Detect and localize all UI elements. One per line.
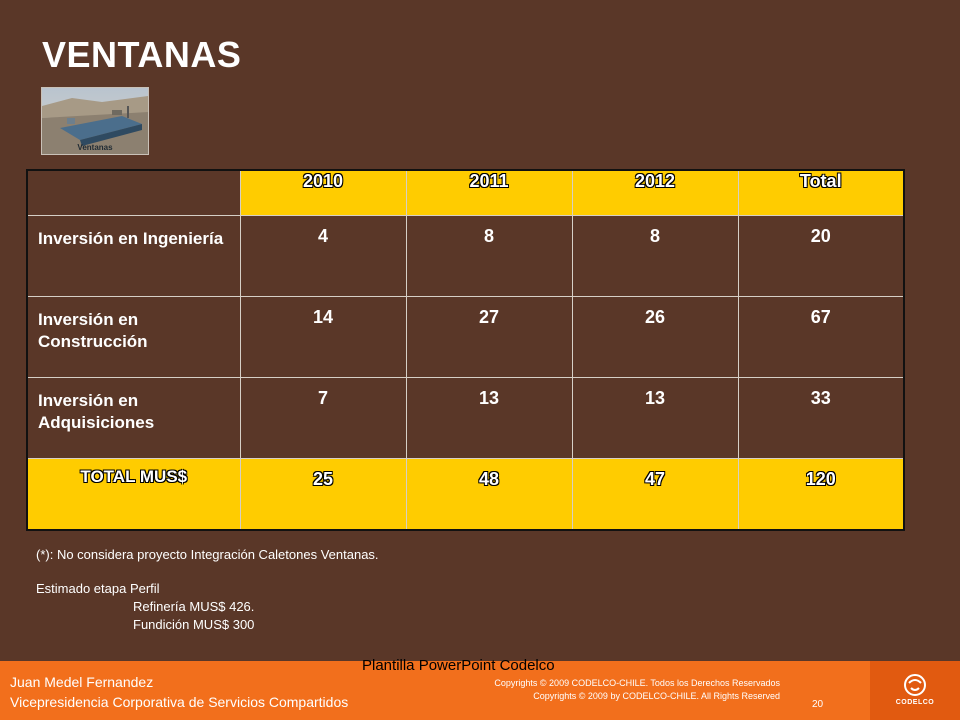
table-row: Inversión en Adquisiciones 7 13 13 33 xyxy=(26,376,905,459)
codelco-logo-icon xyxy=(904,674,926,696)
estimate-refineria: Refinería MUS$ 426. xyxy=(133,599,255,614)
copyright-spanish: Copyrights © 2009 CODELCO-CHILE. Todos l… xyxy=(494,678,780,688)
notes-block: (*): No considera proyecto Integración C… xyxy=(36,546,379,634)
header-2012: 2012 xyxy=(571,169,739,216)
cell-value: 8 xyxy=(405,214,573,297)
header-2011: 2011 xyxy=(405,169,573,216)
table-total-row: TOTAL MUS$ 25 48 47 120 xyxy=(26,457,905,531)
photo-caption: Ventanas xyxy=(77,143,113,152)
author-name: Juan Medel Fernandez xyxy=(10,674,154,690)
estimate-title: Estimado etapa Perfil xyxy=(36,581,160,596)
row-label-adquisiciones: Inversión en Adquisiciones xyxy=(26,376,241,459)
footnote: (*): No considera proyecto Integración C… xyxy=(36,547,379,562)
cell-value: 13 xyxy=(571,376,739,459)
cell-value: 33 xyxy=(737,376,905,459)
total-value: 48 xyxy=(405,457,573,531)
investment-table: 2010 2011 2012 Total Inversión en Ingeni… xyxy=(26,169,905,531)
slide-title: VENTANAS xyxy=(42,34,242,75)
total-label: TOTAL MUS$ xyxy=(26,457,241,531)
header-2010: 2010 xyxy=(239,169,407,216)
copyright-english: Copyrights © 2009 by CODELCO-CHILE. All … xyxy=(533,691,780,701)
row-label-construccion: Inversión en Construcción xyxy=(26,295,241,378)
header-total: Total xyxy=(737,169,905,216)
cell-value: 8 xyxy=(571,214,739,297)
cell-value: 7 xyxy=(239,376,407,459)
cell-value: 4 xyxy=(239,214,407,297)
row-label-ingenieria: Inversión en Ingeniería xyxy=(26,214,241,297)
table-header-row: 2010 2011 2012 Total xyxy=(26,169,905,216)
cell-value: 67 xyxy=(737,295,905,378)
logo-text: CODELCO xyxy=(895,699,935,706)
template-name: Plantilla PowerPoint Codelco xyxy=(362,657,555,674)
footer-bar: Plantilla PowerPoint Codelco Juan Medel … xyxy=(0,657,960,720)
total-value: 120 xyxy=(737,457,905,531)
table-row: Inversión en Construcción 14 27 26 67 xyxy=(26,295,905,378)
table-row: Inversión en Ingeniería 4 8 8 20 xyxy=(26,214,905,297)
cell-value: 13 xyxy=(405,376,573,459)
estimate-fundicion: Fundición MUS$ 300 xyxy=(133,617,255,632)
department-name: Vicepresidencia Corporativa de Servicios… xyxy=(10,694,349,710)
total-value: 25 xyxy=(239,457,407,531)
copyright-block: Copyrights © 2009 CODELCO-CHILE. Todos l… xyxy=(494,677,780,703)
codelco-logo: CODELCO xyxy=(870,661,960,720)
cell-value: 20 xyxy=(737,214,905,297)
ventanas-photo: Ventanas xyxy=(41,87,149,155)
header-corner-cell xyxy=(26,169,241,216)
cell-value: 26 xyxy=(571,295,739,378)
footer-author-block: Juan Medel Fernandez Vicepresidencia Cor… xyxy=(10,672,348,712)
page-number: 20 xyxy=(812,699,824,710)
cell-value: 27 xyxy=(405,295,573,378)
total-value: 47 xyxy=(571,457,739,531)
cell-value: 14 xyxy=(239,295,407,378)
